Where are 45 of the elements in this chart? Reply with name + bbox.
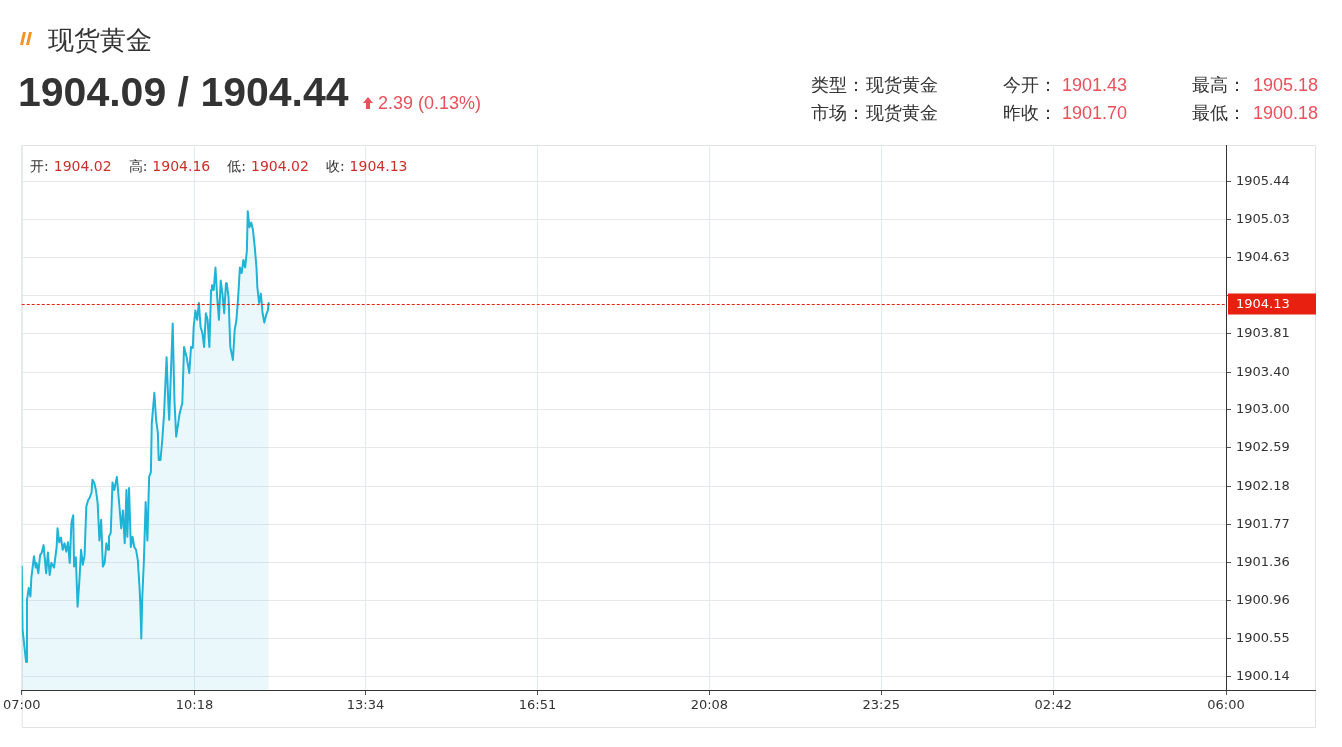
y-tick-label: 1905.44 xyxy=(1236,172,1290,188)
ref-line-label: 1904.13 xyxy=(1236,295,1290,311)
text: 最低： xyxy=(1192,103,1246,123)
annotation: 收: xyxy=(325,157,345,175)
text: 1901.43 xyxy=(1062,75,1128,95)
y-tick-label: 1903.81 xyxy=(1236,325,1290,341)
annotation: 高: xyxy=(128,157,148,175)
annotation: 1904.13 xyxy=(349,157,408,175)
text: 现货黄金 xyxy=(866,103,938,123)
chart-subtitle: 1904.09 / 1904.44 xyxy=(18,69,349,115)
y-tick-label: 1900.14 xyxy=(1236,668,1290,684)
x-tick-label: 10:18 xyxy=(175,697,214,713)
y-tick-label: 1904.63 xyxy=(1236,248,1290,264)
text: 最高： xyxy=(1192,75,1246,95)
text: 1900.18 xyxy=(1253,103,1319,123)
annotation: 低: xyxy=(227,157,246,175)
y-tick-label: 1900.96 xyxy=(1236,591,1290,607)
text: 市场： xyxy=(811,103,865,123)
y-tick-label: 1901.36 xyxy=(1236,554,1290,570)
y-tick-label: 1901.77 xyxy=(1236,515,1290,531)
y-tick-label: 1900.55 xyxy=(1236,629,1290,645)
annotation: 1904.02 xyxy=(250,157,309,175)
x-tick-label: 13:34 xyxy=(346,697,385,713)
x-tick-label: 07:00 xyxy=(3,697,41,713)
text: 1901.70 xyxy=(1062,103,1128,123)
x-tick-label: 20:08 xyxy=(690,697,729,713)
text: 1905.18 xyxy=(1253,75,1319,95)
y-tick-label: 1905.03 xyxy=(1236,211,1290,227)
y-tick-label: 1902.18 xyxy=(1236,477,1290,493)
text: 今开： xyxy=(1003,75,1057,95)
x-tick-label: 02:42 xyxy=(1034,697,1072,713)
x-tick-label: 06:00 xyxy=(1207,697,1245,713)
y-tick-label: 1903.40 xyxy=(1236,363,1290,379)
text: 类型： xyxy=(811,75,865,95)
annotation: 开: xyxy=(30,157,49,175)
y-tick-label: 1903.00 xyxy=(1236,400,1290,416)
y-tick-label: 1902.59 xyxy=(1236,439,1290,455)
text: 现货黄金 xyxy=(866,75,938,95)
text: 2.39 (0.13%) xyxy=(378,93,482,113)
annotation: 1904.02 xyxy=(53,157,112,175)
x-tick-label: 23:25 xyxy=(862,697,901,713)
text: 昨收： xyxy=(1003,103,1057,123)
annotation: 1904.16 xyxy=(152,157,211,175)
x-tick-label: 16:51 xyxy=(518,697,557,713)
chart-title: 现货黄金 xyxy=(48,25,152,55)
